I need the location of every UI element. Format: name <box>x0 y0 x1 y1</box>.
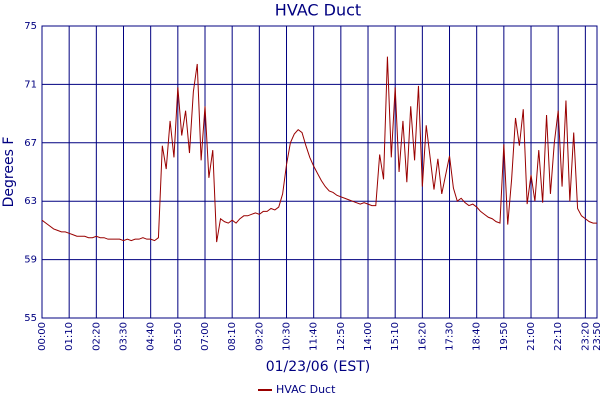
x-tick-label: 05:50 <box>173 322 184 351</box>
y-tick-label: 59 <box>24 255 37 266</box>
y-tick-label: 71 <box>24 79 37 90</box>
legend-label: HVAC Duct <box>276 383 336 396</box>
x-tick-label: 02:20 <box>91 322 102 351</box>
x-tick-label: 07:00 <box>200 322 211 351</box>
x-tick-label: 21:00 <box>526 322 537 351</box>
x-tick-label: 23:20 <box>580 322 591 351</box>
y-tick-label: 55 <box>24 313 37 324</box>
x-tick-label: 15:10 <box>390 322 401 351</box>
x-tick-label: 10:30 <box>282 322 293 351</box>
x-tick-label: 12:50 <box>336 322 347 351</box>
x-tick-label: 16:20 <box>417 322 428 351</box>
x-tick-label: 11:40 <box>309 322 320 351</box>
y-tick-label: 67 <box>24 138 37 149</box>
plot-area <box>41 25 598 319</box>
y-tick-label: 75 <box>24 21 37 32</box>
x-axis-label: 01/23/06 (EST) <box>266 359 371 375</box>
x-tick-label: 09:20 <box>254 322 265 351</box>
x-tick-label: 08:10 <box>227 322 238 351</box>
x-tick-label: 23:50 <box>592 322 600 351</box>
x-tick-label: 22:10 <box>553 322 564 351</box>
x-tick-label: 17:30 <box>445 322 456 351</box>
x-tick-label: 01:10 <box>64 322 75 351</box>
x-tick-label: 03:30 <box>119 322 130 351</box>
y-tick-label: 63 <box>24 196 37 207</box>
chart-title: HVAC Duct <box>275 1 361 20</box>
x-tick-label: 00:00 <box>37 322 48 351</box>
data-line <box>41 56 597 243</box>
y-axis-label: Degrees F <box>1 137 17 208</box>
x-tick-label: 04:40 <box>146 322 157 351</box>
x-tick-label: 14:00 <box>363 322 374 351</box>
x-tick-label: 18:40 <box>472 322 483 351</box>
x-tick-label: 19:50 <box>499 322 510 351</box>
